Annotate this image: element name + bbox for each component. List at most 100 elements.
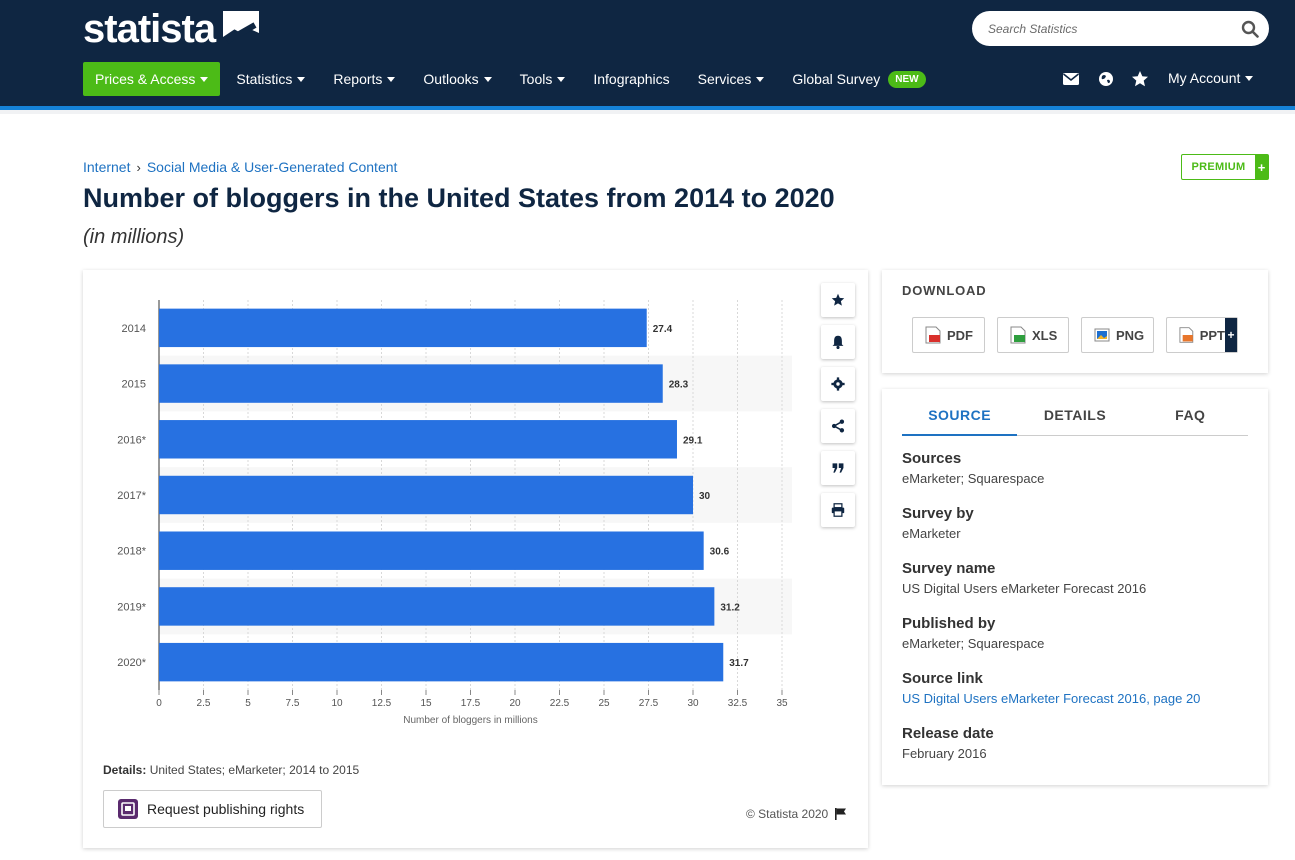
main-nav: Prices & Access Statistics Reports Outlo…: [83, 62, 954, 96]
search-input[interactable]: [972, 11, 1269, 46]
plus-icon: +: [1225, 318, 1237, 352]
y-tick-label: 2015: [122, 379, 146, 391]
bar: [159, 308, 647, 348]
y-tick-label: 2016*: [117, 434, 146, 446]
publishing-icon: [118, 799, 138, 819]
download-card: DOWNLOAD PDF XLS PNG PPT +: [882, 270, 1268, 373]
png-file-icon: [1094, 328, 1110, 342]
breadcrumb-internet[interactable]: Internet: [83, 159, 131, 175]
cite-button[interactable]: [821, 451, 855, 485]
nav-label: Prices & Access: [95, 71, 196, 87]
star-icon: [831, 293, 845, 306]
nav-reports[interactable]: Reports: [333, 71, 396, 87]
statista-logo[interactable]: statista: [83, 7, 260, 51]
info-value: US Digital Users eMarketer Forecast 2016: [902, 581, 1147, 596]
x-tick-label: 17.5: [461, 698, 481, 709]
info-tabs: SOURCE DETAILS FAQ: [902, 407, 1248, 436]
caret-down-icon: [297, 76, 306, 82]
bar: [159, 475, 693, 515]
x-tick-label: 25: [598, 698, 610, 709]
info-release-date: Release date February 2016: [902, 725, 994, 761]
bar: [159, 587, 715, 626]
notification-button[interactable]: [821, 325, 855, 359]
nav-services[interactable]: Services: [698, 71, 765, 87]
x-tick-label: 12.5: [372, 698, 392, 709]
settings-button[interactable]: [821, 367, 855, 401]
tab-source[interactable]: SOURCE: [902, 407, 1018, 436]
nav-prices-access[interactable]: Prices & Access: [83, 62, 221, 96]
star-icon[interactable]: [1131, 70, 1149, 88]
my-account-menu[interactable]: My Account: [1168, 70, 1254, 86]
my-account-label: My Account: [1168, 70, 1241, 86]
pdf-label: PDF: [947, 327, 973, 343]
breadcrumb-separator: ›: [136, 159, 141, 175]
top-navigation-bar: statista Prices & Access Statistics Repo…: [0, 0, 1295, 110]
bar-value-label: 27.4: [653, 324, 673, 335]
bar: [159, 420, 677, 459]
info-survey-name: Survey name US Digital Users eMarketer F…: [902, 560, 1146, 596]
nav-statistics[interactable]: Statistics: [236, 71, 306, 87]
nav-label: Outlooks: [423, 71, 479, 87]
page-title: Number of bloggers in the United States …: [83, 183, 835, 213]
bar-value-label: 28.3: [669, 380, 689, 391]
quote-icon: [832, 463, 844, 473]
favorite-button[interactable]: [821, 283, 855, 317]
tab-details[interactable]: DETAILS: [1043, 407, 1107, 423]
request-publishing-label: Request publishing rights: [147, 801, 305, 817]
search-icon[interactable]: [1241, 20, 1259, 38]
breadcrumb-social-media[interactable]: Social Media & User-Generated Content: [146, 159, 398, 175]
ppt-file-icon: [1179, 327, 1194, 343]
chart-card: 0 2.5 5 7.5 10 12.5 15 17.5 20 22.5 25 27.5 30 32.5 35…: [83, 270, 868, 848]
nav-label: Tools: [519, 71, 553, 87]
plus-icon: +: [1255, 155, 1268, 179]
info-label: Published by: [902, 615, 996, 632]
nav-infographics[interactable]: Infographics: [593, 71, 669, 87]
x-tick-label: 27.5: [639, 698, 659, 709]
x-tick-label: 32.5: [728, 698, 748, 709]
statista-logo-icon: [223, 11, 260, 47]
source-link[interactable]: US Digital Users eMarketer Forecast 2016…: [902, 691, 1201, 706]
details-text: United States; eMarketer; 2014 to 2015: [149, 763, 360, 777]
bar-value-label: 31.7: [729, 658, 749, 669]
source-info-card: SOURCE DETAILS FAQ Sources eMarketer; Sq…: [882, 389, 1268, 785]
info-value: eMarketer: [902, 526, 961, 541]
x-tick-label: 10: [331, 698, 343, 709]
download-png-button[interactable]: PNG: [1081, 317, 1154, 353]
download-xls-button[interactable]: XLS: [997, 317, 1069, 353]
share-button[interactable]: [821, 409, 855, 443]
nav-label: Infographics: [593, 71, 670, 87]
premium-label: PREMIUM: [1191, 161, 1246, 173]
nav-outlooks[interactable]: Outlooks: [423, 71, 492, 87]
info-label: Sources: [902, 450, 962, 467]
download-ppt-button[interactable]: PPT +: [1166, 317, 1238, 353]
nav-label: Services: [697, 71, 752, 87]
premium-badge[interactable]: PREMIUM +: [1181, 154, 1269, 180]
y-tick-label: 2019*: [117, 601, 146, 613]
globe-icon[interactable]: [1097, 70, 1115, 88]
bar: [159, 642, 724, 682]
info-survey-by: Survey by eMarketer: [902, 505, 974, 541]
mail-icon[interactable]: [1062, 70, 1080, 88]
y-tick-label: 2020*: [117, 657, 146, 669]
page-subtitle: (in millions): [83, 226, 185, 248]
tab-faq[interactable]: FAQ: [1175, 407, 1206, 423]
x-tick-label: 15: [420, 698, 432, 709]
info-published-by: Published by eMarketer; Squarespace: [902, 615, 1044, 651]
details-label: Details:: [103, 763, 147, 777]
y-tick-label: 2018*: [117, 546, 146, 558]
flag-icon[interactable]: [834, 807, 848, 821]
print-button[interactable]: [821, 493, 855, 527]
nav-label: Global Survey: [792, 71, 881, 87]
copyright: © Statista 2020: [746, 807, 848, 821]
main-content: Internet › Social Media & User-Generated…: [0, 114, 1295, 860]
gear-icon: [831, 377, 845, 391]
download-title: DOWNLOAD: [902, 283, 987, 298]
nav-tools[interactable]: Tools: [520, 71, 566, 87]
download-pdf-button[interactable]: PDF: [912, 317, 985, 353]
x-tick-label: 22.5: [550, 698, 570, 709]
x-tick-label: 5: [245, 698, 251, 709]
x-tick-label: 30: [687, 698, 699, 709]
nav-global-survey[interactable]: Global Survey NEW: [792, 70, 926, 88]
request-publishing-rights-button[interactable]: Request publishing rights: [103, 790, 322, 828]
png-label: PNG: [1116, 327, 1145, 343]
